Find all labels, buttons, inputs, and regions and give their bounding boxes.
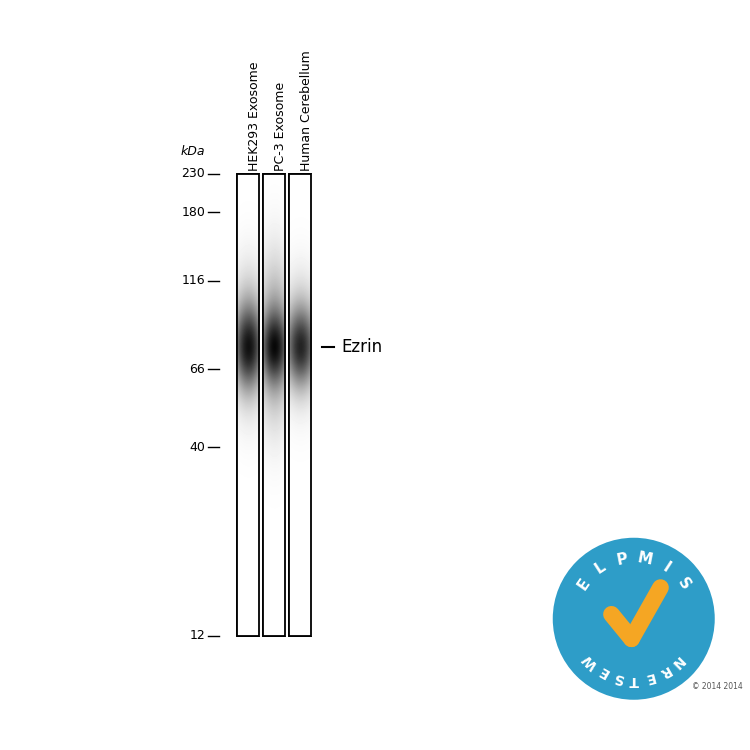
Text: 12: 12 [190, 629, 206, 642]
Bar [237, 174, 259, 636]
Text: E: E [596, 663, 611, 680]
Text: E: E [574, 575, 593, 592]
Text: M: M [637, 550, 654, 568]
Bar [263, 174, 285, 636]
Text: N: N [668, 652, 686, 670]
Bar [263, 174, 285, 636]
Text: R: R [656, 662, 672, 680]
Text: Ezrin: Ezrin [341, 338, 382, 356]
Text: E: E [643, 670, 656, 686]
Text: L: L [592, 559, 609, 577]
Text: © 2014 2014: © 2014 2014 [692, 682, 742, 691]
Bar [289, 174, 311, 636]
Text: P: P [615, 550, 629, 568]
Text: W: W [580, 651, 602, 672]
Text: 116: 116 [182, 274, 206, 287]
Text: HEK293 Exosome: HEK293 Exosome [248, 62, 261, 171]
Text: 40: 40 [190, 441, 206, 454]
Text: 180: 180 [182, 206, 206, 219]
Text: T: T [629, 673, 638, 686]
Text: S: S [674, 575, 693, 592]
Text: PC-3 Exosome: PC-3 Exosome [274, 82, 287, 171]
Bar [237, 174, 259, 636]
Text: 230: 230 [182, 167, 206, 180]
Text: Human Cerebellum: Human Cerebellum [300, 50, 313, 171]
Text: 66: 66 [190, 362, 206, 376]
Bar [289, 174, 311, 636]
Text: kDa: kDa [181, 146, 206, 158]
Text: S: S [611, 669, 625, 686]
Text: I: I [661, 560, 674, 575]
